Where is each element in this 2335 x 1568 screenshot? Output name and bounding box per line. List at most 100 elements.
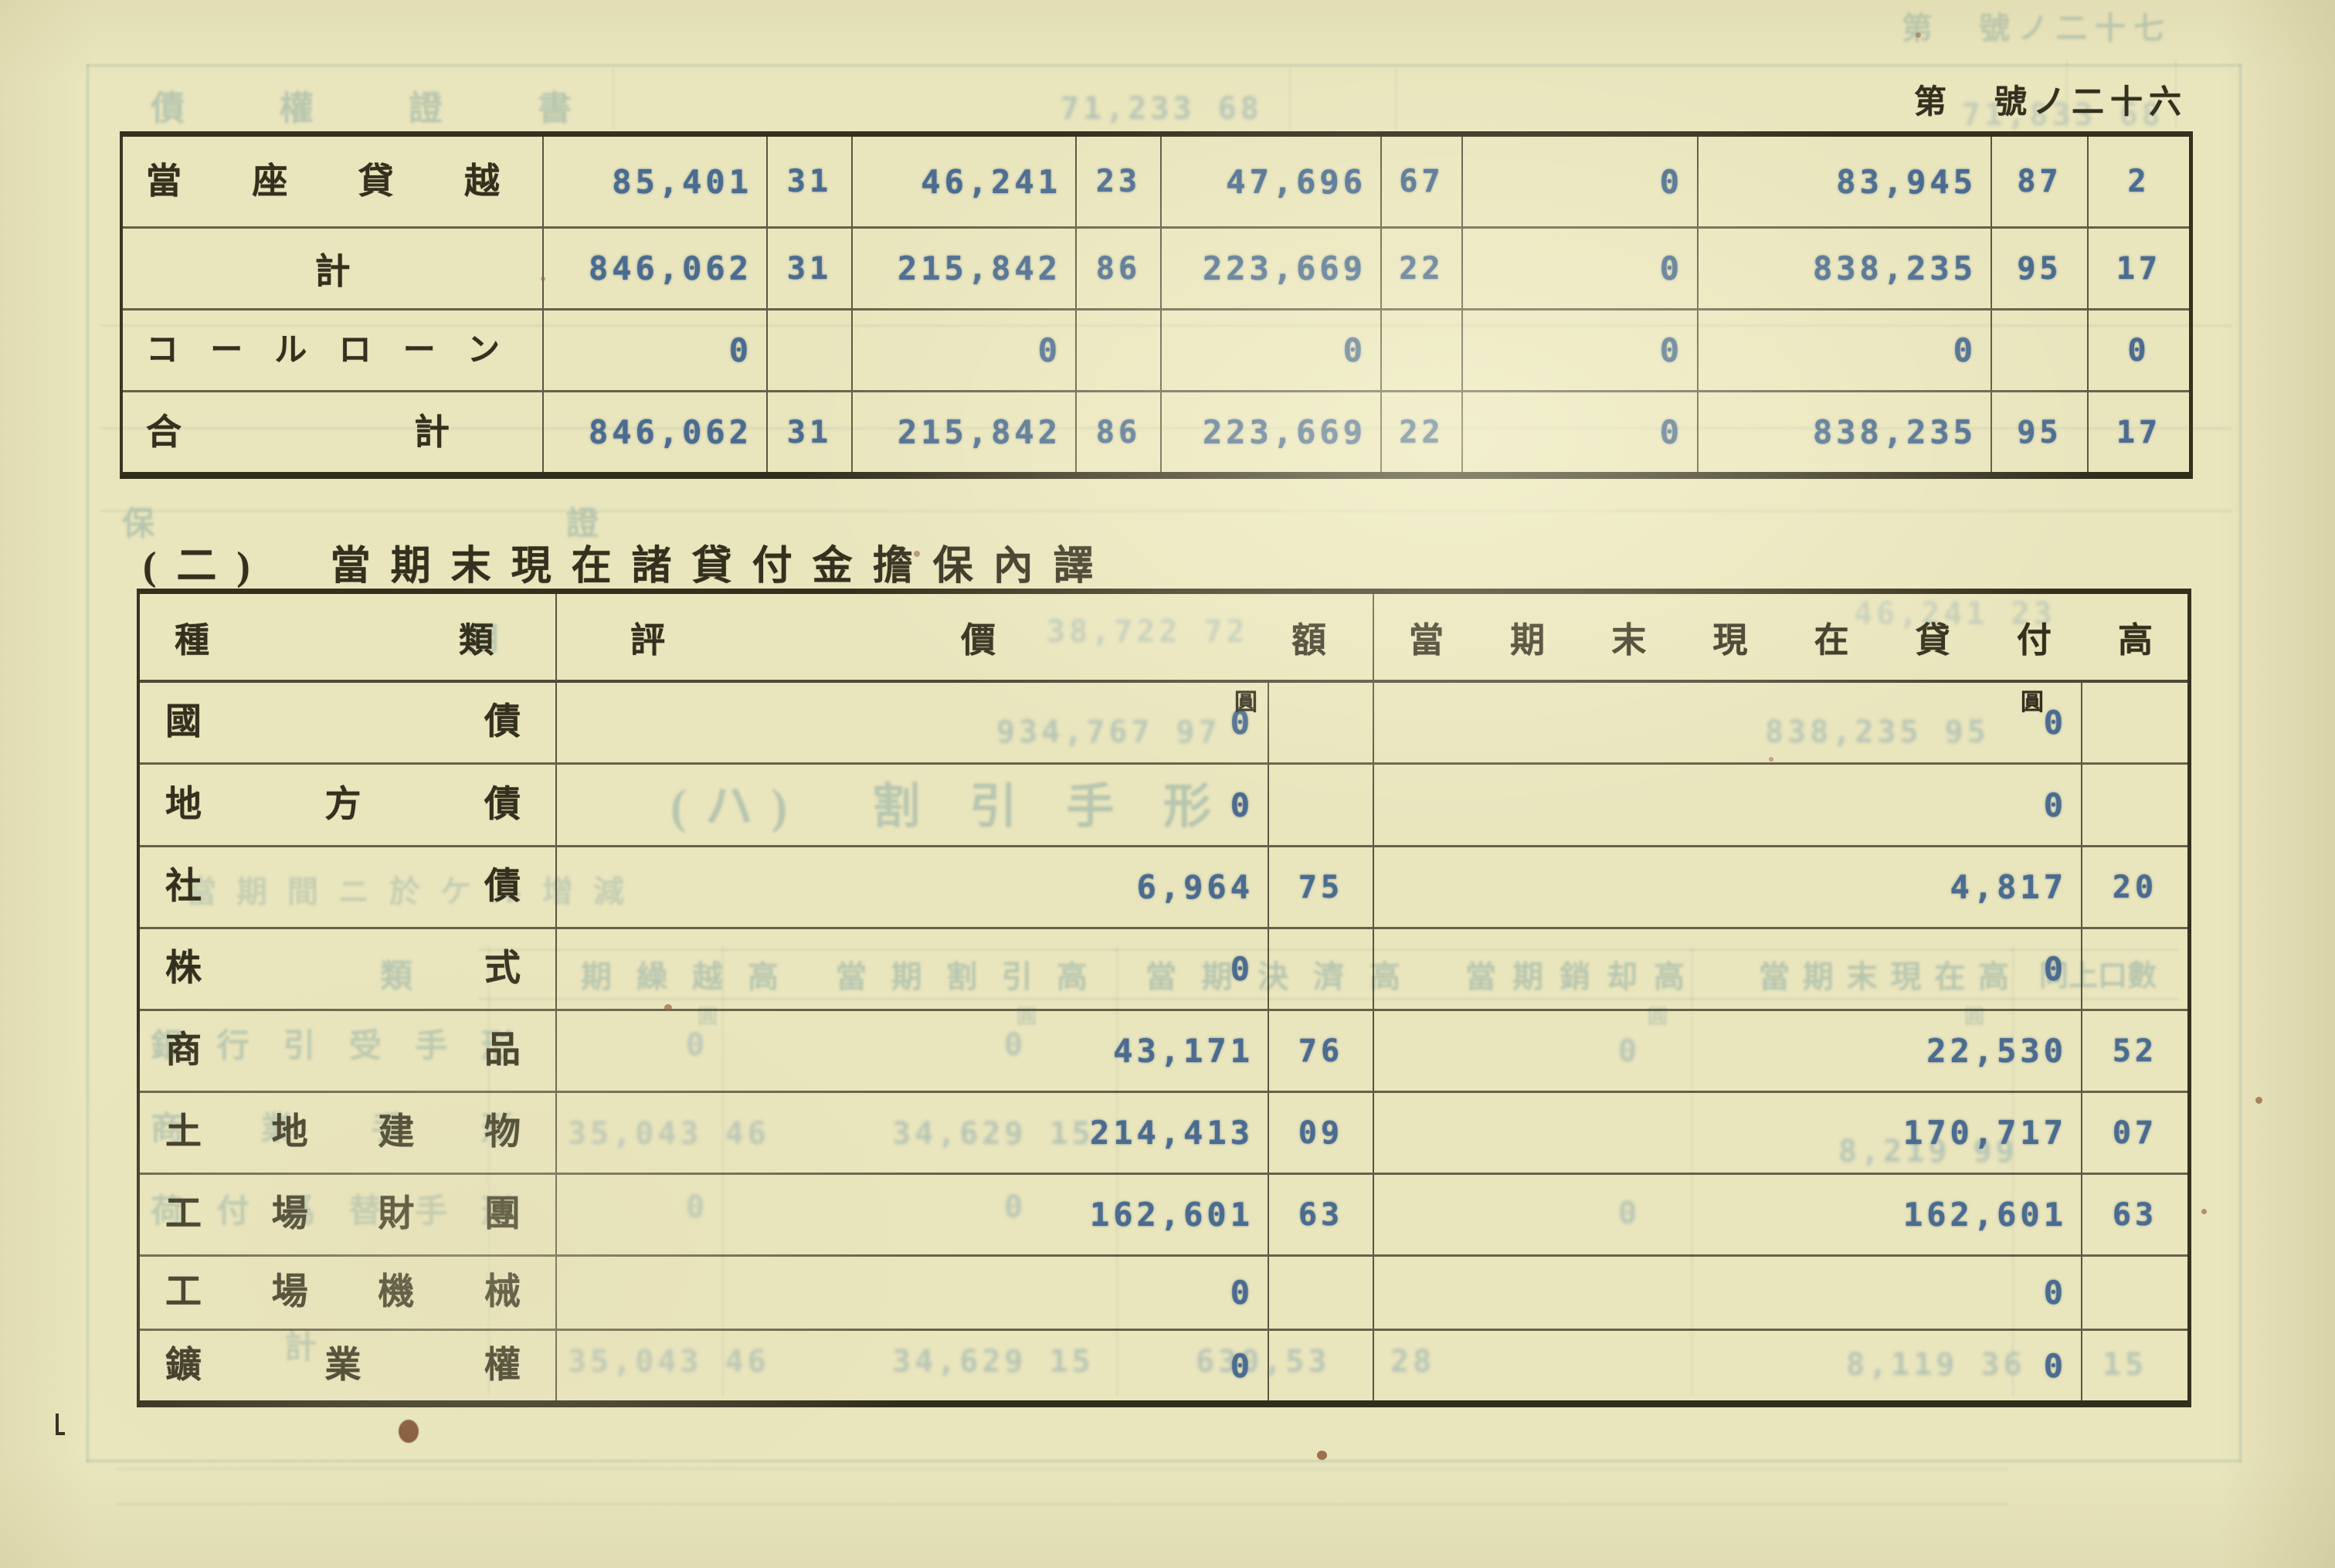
- t1-row0-col3-sen-value: 67: [1399, 164, 1444, 199]
- ghost-number-header-3: 838,235 95: [1765, 714, 1990, 750]
- ghost-col-v3: [1116, 946, 1118, 1396]
- t2-row4-label-text: 商 品: [165, 1030, 521, 1071]
- t2-row3-loan: 0: [1374, 929, 2082, 1011]
- t1-row2-col1-value: 0: [728, 331, 752, 369]
- t2-row0-valuation-value: 0: [1230, 704, 1254, 742]
- t2-header-kind: 種 類: [140, 594, 557, 683]
- t2-row7-valuation-sen: [1269, 1257, 1374, 1331]
- page-number-prefix: 第: [1914, 85, 1947, 120]
- ghost-col-v1: [488, 946, 490, 1396]
- t2-row6-loan-sen-value: 63: [2112, 1196, 2158, 1233]
- ghost-number-bottom-5: 15: [2103, 1347, 2148, 1383]
- t2-row7-loan: 0: [1374, 1257, 2082, 1331]
- t1-row3-col2-sen: 86: [1077, 392, 1162, 472]
- t1-row2-col4: 0: [1463, 311, 1699, 392]
- t1-row0-count: 2: [2089, 137, 2189, 229]
- t2-row6-valuation-sen: 63: [1269, 1175, 1374, 1257]
- t2-row0-loan-value: 0: [2043, 704, 2067, 742]
- ghost-row-label-shogyo-tegata: 商 業 手 形: [151, 1112, 514, 1147]
- t1-row1-label-text: 計: [314, 251, 351, 291]
- t1-row0-col4-value: 0: [1659, 162, 1683, 201]
- ghost-number-mid-1: 35,043 46: [568, 1116, 770, 1152]
- t2-row8-valuation-value: 0: [1230, 1346, 1254, 1385]
- ghost-number-top-left: 71,233 68: [1061, 91, 1263, 127]
- t2-row5-loan-sen-value: 07: [2112, 1115, 2158, 1151]
- stain-3: [664, 1004, 672, 1011]
- ghost-header-rui: 類: [380, 959, 413, 995]
- t2-row7-loan-sen: [2082, 1257, 2187, 1331]
- ghost-section-title-waritebiki: (ハ) 割 引 手 形: [670, 781, 1211, 833]
- t1-row0-col2: 46,241: [853, 137, 1077, 229]
- ghost-title-saiken-shosho: 債 權 證 書: [151, 90, 572, 127]
- t1-row0-count-value: 2: [2127, 164, 2150, 199]
- t2-row8-loan-value: 0: [2043, 1346, 2067, 1385]
- t2-row7-label-text: 工 場 機 械: [165, 1272, 521, 1312]
- t1-row3-col5-value: 838,235: [1812, 413, 1977, 451]
- t1-row1-count: 17: [2089, 229, 2189, 311]
- t1-row3-col4: 0: [1463, 392, 1699, 472]
- page-number-value: 號ノ二十六: [1994, 85, 2188, 120]
- t1-row1-col3: 223,669: [1162, 229, 1382, 311]
- ghost-zero-1: 0: [686, 1027, 709, 1063]
- ghost-row-label-nizuki-kawase: 荷 付 爲 替 手 形: [151, 1194, 514, 1230]
- t1-row2-col5: 0: [1699, 311, 1992, 392]
- t1-row3-col3-sen-value: 22: [1399, 414, 1444, 450]
- t1-row1-col2: 215,842: [853, 229, 1077, 311]
- t1-row2-col3-value: 0: [1342, 331, 1366, 369]
- t2-row5-loan-value: 170,717: [1902, 1114, 2067, 1152]
- t2-row5-valuation-sen: 09: [1269, 1093, 1374, 1175]
- ghost-line-v2: [1289, 66, 1291, 130]
- t2-row6-loan: 162,601: [1374, 1175, 2082, 1257]
- t2-row8-valuation-sen: [1269, 1331, 1374, 1400]
- ghost-rule-4: [479, 949, 2178, 951]
- t2-row5-valuation-value: 214,413: [1089, 1114, 1254, 1152]
- ghost-zero-6: 0: [1618, 1196, 1641, 1231]
- t2-header-kind-text: 種 類: [175, 621, 494, 660]
- t1-row1-col5-sen-value: 95: [2017, 250, 2062, 287]
- ghost-zero-3: 0: [1618, 1033, 1641, 1069]
- t2-row2-label: 社 債: [140, 847, 557, 929]
- t2-row2-loan-sen: 20: [2082, 847, 2187, 929]
- t1-row2-col3-sen: [1382, 311, 1463, 392]
- t2-row5-loan: 170,717: [1374, 1093, 2082, 1175]
- t1-row1-col4: 0: [1463, 229, 1699, 311]
- t1-row3-count-value: 17: [2116, 414, 2162, 450]
- ghost-number-header-right-top: 46,241 23: [1854, 596, 2056, 632]
- t2-row4-valuation-sen: 76: [1269, 1011, 1374, 1093]
- t2-row6-loan-value: 162,601: [1902, 1196, 2067, 1234]
- t1-row0-col1-sen: 31: [768, 137, 853, 229]
- ghost-col-v4: [1692, 946, 1693, 1396]
- ghost-number-bottom-1: 35,043 46: [568, 1344, 770, 1380]
- stain-4: [2255, 1097, 2262, 1104]
- ghost-zero-5: 0: [1004, 1190, 1027, 1225]
- t1-row0-col4: 0: [1463, 137, 1699, 229]
- t2-row0-valuation: 0: [557, 683, 1269, 765]
- t1-row3-col2: 215,842: [853, 392, 1077, 472]
- ghost-zero-4: 0: [686, 1190, 709, 1225]
- t2-row4-valuation-value: 43,171: [1113, 1032, 1254, 1070]
- t2-row0-label-text: 國 債: [165, 702, 521, 742]
- t2-row6-valuation: 162,601: [557, 1175, 1269, 1257]
- t2-row1-loan-value: 0: [2043, 786, 2067, 824]
- t2-row1-loan-sen: [2082, 765, 2187, 847]
- t1-row3-col1-sen: 31: [768, 392, 853, 472]
- t1-row2-col4-value: 0: [1659, 331, 1683, 369]
- ghost-frame-right: [2239, 64, 2242, 1462]
- t2-row4-loan: 22,530: [1374, 1011, 2082, 1093]
- ghost-col-header-genzai: 當 期 末 現 在 高: [1759, 959, 2009, 994]
- t1-row2-col5-sen: [1992, 311, 2089, 392]
- t1-row1-col2-sen-value: 86: [1095, 250, 1142, 287]
- ghost-label-sho: 證: [566, 507, 599, 542]
- t2-row8-loan: 0: [1374, 1331, 2082, 1400]
- t1-row0-col5: 83,945: [1699, 137, 1992, 229]
- section-title-text: (二) 當期末現在諸貸付金擔保內譯: [143, 545, 1114, 589]
- t2-row4-valuation-sen-value: 76: [1298, 1033, 1344, 1069]
- t2-row3-valuation: 0: [557, 929, 1269, 1011]
- t2-row4-label: 商 品: [140, 1011, 557, 1093]
- stain-8: [1769, 757, 1773, 762]
- t1-row3-col5: 838,235: [1699, 392, 1992, 472]
- t2-row0-valuation-sen: [1269, 683, 1374, 765]
- t1-row0-label-text: 當 座 貸 越: [146, 161, 500, 201]
- ghost-col-header-waribiki: 當 期 割 引 高: [836, 959, 1088, 994]
- t2-header-valuation: 評 價 額: [557, 594, 1374, 683]
